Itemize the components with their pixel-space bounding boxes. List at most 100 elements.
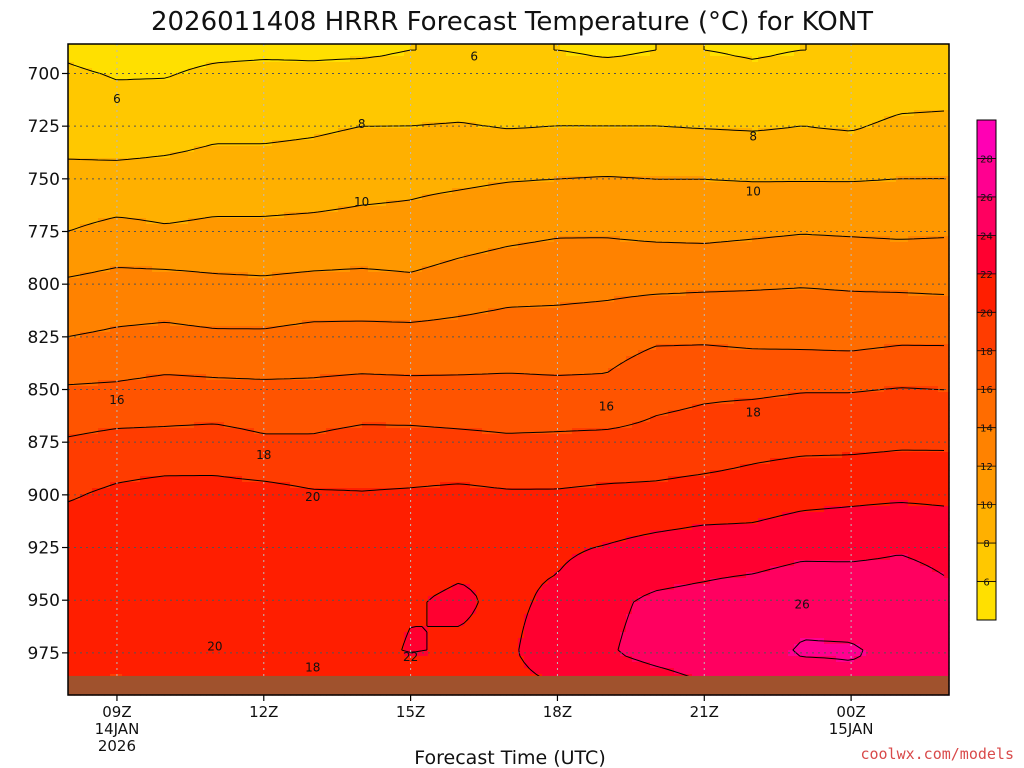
temperature-cell bbox=[314, 104, 321, 111]
temperature-cell bbox=[140, 206, 147, 213]
temperature-cell bbox=[158, 44, 165, 51]
temperature-cell bbox=[218, 440, 225, 447]
temperature-cell bbox=[176, 620, 183, 627]
temperature-cell bbox=[200, 308, 207, 315]
temperature-cell bbox=[290, 446, 297, 453]
temperature-cell bbox=[332, 422, 339, 429]
temperature-cell bbox=[98, 266, 105, 273]
temperature-cell bbox=[272, 398, 279, 405]
temperature-cell bbox=[92, 92, 99, 99]
temperature-cell bbox=[176, 92, 183, 99]
temperature-cell bbox=[200, 644, 207, 651]
temperature-cell bbox=[320, 392, 327, 399]
temperature-cell bbox=[284, 602, 291, 609]
temperature-cell bbox=[146, 422, 153, 429]
temperature-cell bbox=[266, 50, 273, 57]
temperature-cell bbox=[338, 146, 345, 153]
temperature-cell bbox=[134, 620, 141, 627]
temperature-cell bbox=[302, 542, 309, 549]
temperature-cell bbox=[212, 98, 219, 105]
temperature-cell bbox=[320, 464, 327, 471]
temperature-cell bbox=[290, 470, 297, 477]
temperature-cell bbox=[128, 446, 135, 453]
temperature-cell bbox=[248, 44, 255, 51]
temperature-cell bbox=[68, 164, 75, 171]
temperature-cell bbox=[260, 86, 267, 93]
temperature-cell bbox=[308, 194, 315, 201]
temperature-cell bbox=[248, 470, 255, 477]
temperature-cell bbox=[86, 62, 93, 69]
temperature-cell bbox=[266, 464, 273, 471]
temperature-cell bbox=[158, 530, 165, 537]
temperature-cell bbox=[188, 104, 195, 111]
temperature-cell bbox=[164, 194, 171, 201]
temperature-cell bbox=[80, 656, 87, 663]
temperature-cell bbox=[290, 86, 297, 93]
temperature-cell bbox=[134, 368, 141, 375]
temperature-cell bbox=[80, 320, 87, 327]
temperature-cell bbox=[206, 500, 213, 507]
temperature-cell bbox=[218, 596, 225, 603]
temperature-cell bbox=[272, 284, 279, 291]
temperature-cell bbox=[248, 344, 255, 351]
temperature-cell bbox=[98, 422, 105, 429]
temperature-cell bbox=[248, 248, 255, 255]
temperature-cell bbox=[104, 578, 111, 585]
temperature-cell bbox=[278, 650, 285, 657]
temperature-cell bbox=[332, 356, 339, 363]
temperature-cell bbox=[254, 530, 261, 537]
temperature-cell bbox=[104, 296, 111, 303]
temperature-cell bbox=[302, 398, 309, 405]
temperature-cell bbox=[158, 566, 165, 573]
temperature-cell bbox=[290, 182, 297, 189]
temperature-cell bbox=[332, 188, 339, 195]
temperature-cell bbox=[98, 530, 105, 537]
temperature-cell bbox=[170, 278, 177, 285]
temperature-cell bbox=[314, 560, 321, 567]
temperature-cell bbox=[122, 512, 129, 519]
temperature-cell bbox=[338, 182, 345, 189]
temperature-cell bbox=[296, 536, 303, 543]
temperature-cell bbox=[140, 86, 147, 93]
temperature-cell bbox=[164, 302, 171, 309]
temperature-cell bbox=[74, 554, 81, 561]
temperature-cell bbox=[86, 548, 93, 555]
temperature-cell bbox=[188, 500, 195, 507]
temperature-cell bbox=[128, 206, 135, 213]
temperature-cell bbox=[332, 566, 339, 573]
temperature-cell bbox=[74, 356, 81, 363]
temperature-cell bbox=[182, 44, 189, 51]
temperature-cell bbox=[98, 50, 105, 57]
temperature-cell bbox=[248, 110, 255, 117]
temperature-cell bbox=[158, 488, 165, 495]
temperature-cell bbox=[194, 356, 201, 363]
temperature-cell bbox=[266, 548, 273, 555]
temperature-cell bbox=[122, 86, 129, 93]
temperature-cell bbox=[194, 272, 201, 279]
temperature-cell bbox=[248, 80, 255, 87]
temperature-cell bbox=[266, 194, 273, 201]
temperature-cell bbox=[80, 218, 87, 225]
temperature-cell bbox=[248, 176, 255, 183]
temperature-cell bbox=[146, 650, 153, 657]
temperature-cell bbox=[176, 308, 183, 315]
temperature-cell bbox=[326, 620, 333, 627]
temperature-cell bbox=[194, 548, 201, 555]
temperature-cell bbox=[224, 80, 231, 87]
temperature-cell bbox=[236, 308, 243, 315]
temperature-cell bbox=[236, 410, 243, 417]
temperature-cell bbox=[140, 80, 147, 87]
temperature-cell bbox=[284, 98, 291, 105]
temperature-cell bbox=[314, 422, 321, 429]
temperature-cell bbox=[176, 350, 183, 357]
temperature-cell bbox=[242, 446, 249, 453]
temperature-cell bbox=[266, 554, 273, 561]
temperature-cell bbox=[116, 488, 123, 495]
temperature-cell bbox=[302, 362, 309, 369]
temperature-cell bbox=[164, 218, 171, 225]
temperature-cell bbox=[266, 176, 273, 183]
temperature-cell bbox=[278, 416, 285, 423]
temperature-cell bbox=[230, 200, 237, 207]
temperature-cell bbox=[164, 224, 171, 231]
temperature-cell bbox=[314, 434, 321, 441]
